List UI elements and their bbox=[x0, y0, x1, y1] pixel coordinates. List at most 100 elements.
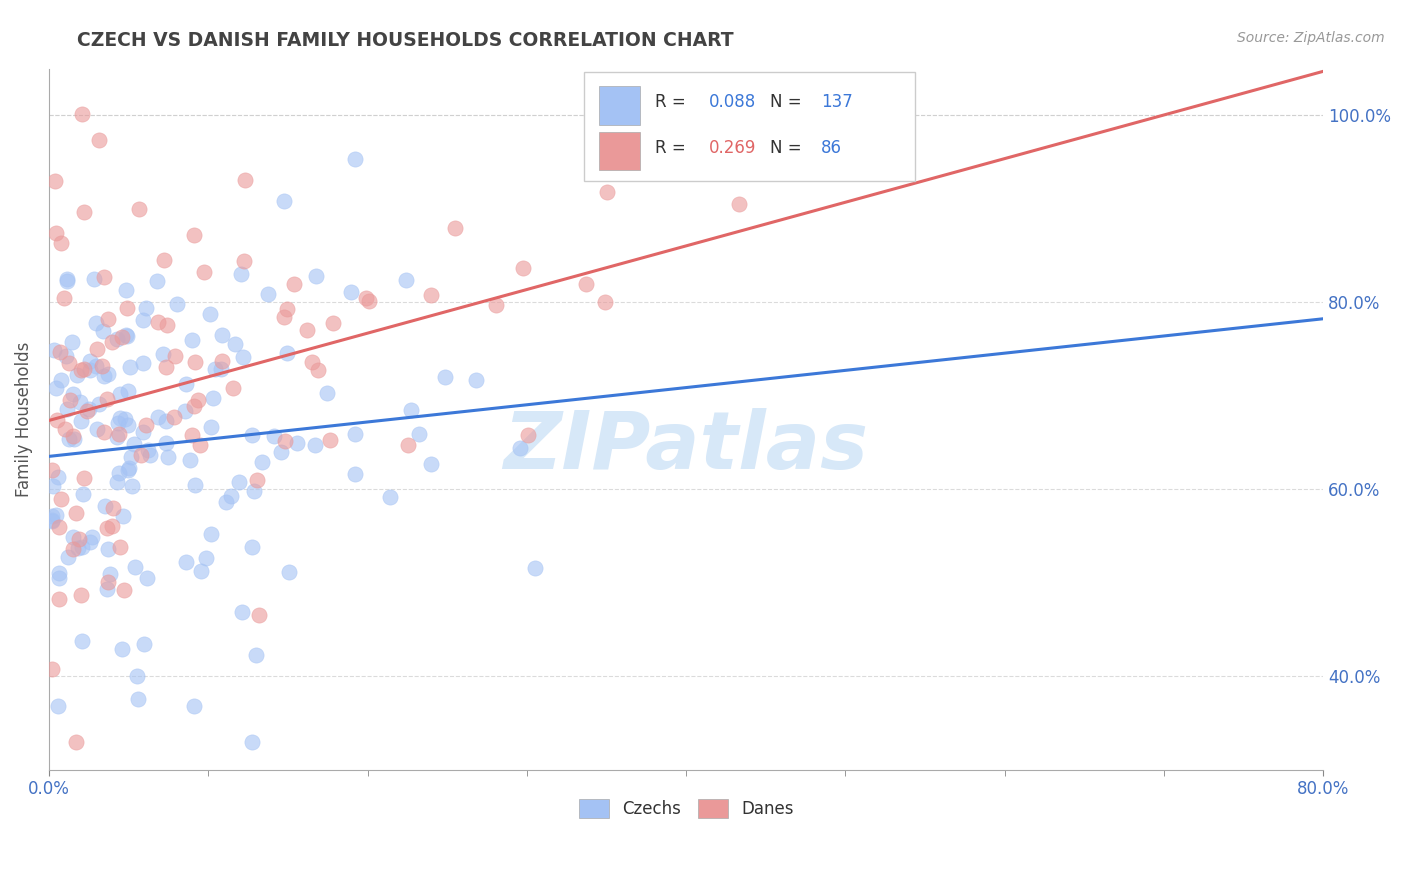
Point bbox=[93, 425, 115, 439]
Text: R =: R = bbox=[655, 138, 686, 157]
Point bbox=[183, 228, 205, 243]
Point bbox=[211, 354, 233, 368]
Point bbox=[96, 582, 118, 596]
Point bbox=[111, 330, 134, 344]
Point bbox=[108, 540, 131, 554]
Point bbox=[246, 473, 269, 487]
Point bbox=[131, 449, 153, 463]
Point bbox=[195, 551, 218, 566]
Text: 137: 137 bbox=[821, 93, 853, 112]
Point bbox=[273, 434, 295, 448]
Point bbox=[83, 272, 105, 286]
Point bbox=[273, 194, 295, 209]
Point bbox=[444, 221, 467, 235]
Point bbox=[304, 438, 326, 452]
Point bbox=[124, 560, 146, 574]
Point bbox=[65, 506, 87, 520]
Point bbox=[44, 343, 66, 357]
Point bbox=[179, 452, 201, 467]
Point bbox=[108, 427, 131, 442]
Point bbox=[108, 387, 131, 401]
Point bbox=[408, 427, 430, 442]
Point bbox=[184, 355, 207, 369]
Point bbox=[233, 254, 256, 268]
Point bbox=[420, 458, 443, 472]
Point bbox=[305, 268, 328, 283]
Point bbox=[152, 347, 174, 361]
Point bbox=[517, 428, 540, 442]
Point bbox=[97, 541, 120, 556]
Point bbox=[155, 359, 177, 374]
Point bbox=[153, 252, 176, 267]
Point bbox=[132, 356, 155, 370]
Point bbox=[359, 294, 381, 309]
Point bbox=[184, 477, 207, 491]
Point bbox=[198, 307, 221, 321]
Point bbox=[87, 397, 110, 411]
Point bbox=[69, 395, 91, 409]
Point bbox=[354, 291, 377, 305]
Bar bbox=[599, 86, 640, 125]
Point bbox=[155, 436, 177, 450]
Point bbox=[270, 445, 292, 459]
Point bbox=[62, 542, 84, 557]
Point bbox=[59, 392, 82, 407]
Point bbox=[48, 570, 70, 584]
Point bbox=[53, 422, 76, 436]
Point bbox=[245, 648, 267, 662]
Point bbox=[322, 316, 344, 330]
Point bbox=[401, 402, 423, 417]
Point bbox=[139, 449, 162, 463]
Point bbox=[41, 662, 63, 676]
Point bbox=[97, 311, 120, 326]
Point bbox=[107, 416, 129, 430]
Point bbox=[285, 436, 308, 450]
Point bbox=[108, 466, 131, 480]
Point bbox=[181, 334, 204, 348]
Point bbox=[120, 360, 142, 375]
Point bbox=[127, 691, 149, 706]
Point bbox=[121, 478, 143, 492]
Point bbox=[70, 107, 93, 121]
Point bbox=[201, 391, 224, 405]
Point bbox=[163, 349, 186, 363]
Point bbox=[48, 592, 70, 607]
Point bbox=[204, 362, 226, 376]
Point bbox=[283, 277, 305, 292]
Point bbox=[56, 273, 79, 287]
Point bbox=[118, 460, 141, 475]
Point bbox=[66, 368, 89, 382]
Point bbox=[77, 402, 100, 417]
Point bbox=[174, 403, 197, 417]
Point bbox=[45, 413, 67, 427]
Point bbox=[524, 561, 547, 575]
Point bbox=[45, 381, 67, 395]
Point bbox=[114, 412, 136, 426]
Point bbox=[135, 418, 157, 433]
Point bbox=[187, 393, 209, 408]
Point bbox=[62, 530, 84, 544]
Point bbox=[122, 437, 145, 451]
Point bbox=[166, 296, 188, 310]
Point bbox=[112, 509, 135, 524]
Point bbox=[343, 153, 366, 167]
Point bbox=[70, 414, 93, 428]
Point bbox=[232, 351, 254, 365]
Point bbox=[96, 392, 118, 406]
Point bbox=[228, 475, 250, 489]
Point bbox=[240, 735, 263, 749]
Point bbox=[97, 575, 120, 590]
Point bbox=[114, 283, 136, 297]
Point bbox=[263, 428, 285, 442]
Point bbox=[56, 550, 79, 565]
Point bbox=[396, 437, 419, 451]
Point bbox=[56, 401, 79, 416]
Point bbox=[132, 313, 155, 327]
Point bbox=[45, 508, 67, 522]
Point bbox=[100, 519, 122, 533]
Point bbox=[84, 359, 107, 374]
Point bbox=[509, 442, 531, 456]
Text: R =: R = bbox=[655, 93, 686, 112]
Point bbox=[48, 345, 70, 359]
Point bbox=[127, 668, 149, 682]
